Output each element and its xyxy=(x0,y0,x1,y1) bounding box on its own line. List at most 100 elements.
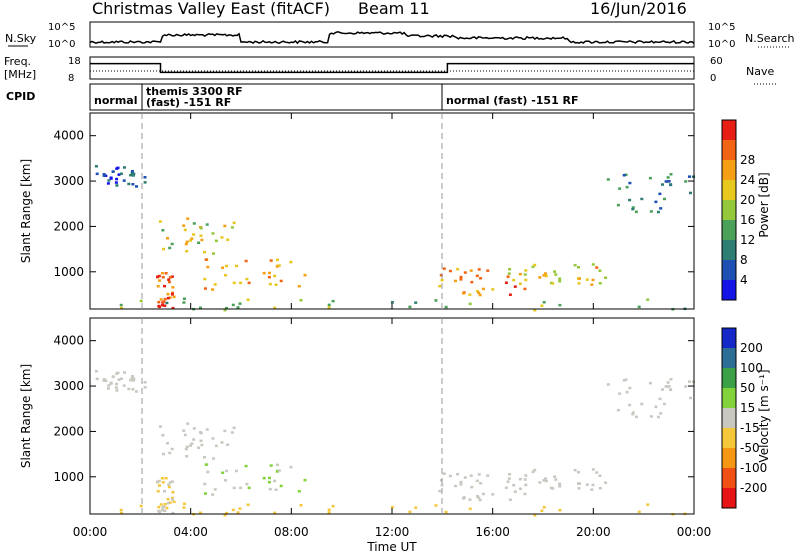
scatter-cell xyxy=(213,488,217,491)
colorbar-tick: -50 xyxy=(740,441,760,455)
scatter-cell xyxy=(182,297,186,300)
scatter-cell xyxy=(468,498,472,501)
scatter-cell xyxy=(230,431,234,434)
scatter-cell xyxy=(143,381,147,384)
scatter-cell xyxy=(129,173,133,177)
scatter-cell xyxy=(659,207,663,210)
scatter-cell xyxy=(123,371,126,374)
scatter-cell xyxy=(478,293,482,297)
scatter-cell xyxy=(507,272,511,275)
colorbar-swatch xyxy=(722,220,736,240)
scatter-cell xyxy=(247,281,251,285)
scatter-cell xyxy=(199,234,203,237)
scatter-cell xyxy=(631,207,635,211)
scatter-cell xyxy=(131,183,135,186)
scatter-cell xyxy=(130,172,134,175)
scatter-cell xyxy=(439,479,443,482)
scatter-cell xyxy=(595,266,599,269)
scatter-cell xyxy=(115,177,119,181)
colorbar-swatch xyxy=(722,160,736,180)
x-tick-label: 04:00 xyxy=(173,525,208,539)
scatter-cell xyxy=(162,505,166,508)
scatter-cell xyxy=(203,277,207,281)
scatter-cell xyxy=(491,288,495,291)
scatter-cell xyxy=(327,511,331,514)
colorbar-tick: 15 xyxy=(740,401,755,415)
scatter-cell xyxy=(463,476,467,479)
scatter-cell xyxy=(648,381,652,385)
freq-label-line1: Freq. xyxy=(4,55,31,68)
scatter-cell xyxy=(513,490,517,493)
scatter-cell xyxy=(504,486,508,489)
scatter-cell xyxy=(205,428,209,431)
scatter-cell xyxy=(119,377,123,380)
scatter-cell xyxy=(135,390,138,393)
scatter-cell xyxy=(156,285,160,288)
scatter-cell xyxy=(161,229,165,232)
scatter-cell xyxy=(244,259,248,263)
scatter-cell xyxy=(143,181,147,184)
scatter-cell xyxy=(172,500,176,504)
colorbar-swatch xyxy=(722,448,736,468)
scatter-cell xyxy=(246,503,250,506)
colorbar-swatch xyxy=(722,428,736,448)
scatter-cell xyxy=(463,271,467,274)
scatter-cell xyxy=(163,502,167,506)
scatter-cell xyxy=(221,471,225,474)
scatter-cell xyxy=(95,172,99,176)
noise-search-label: N.Search xyxy=(745,32,795,45)
scatter-cell xyxy=(161,481,165,484)
scatter-cell xyxy=(273,274,277,278)
scatter-cell xyxy=(656,210,660,214)
scatter-cell xyxy=(171,511,175,515)
scatter-cell xyxy=(524,483,528,487)
scatter-cell xyxy=(533,309,537,312)
colorbar-swatch xyxy=(722,140,736,160)
scatter-cell xyxy=(523,492,527,496)
scatter-cell xyxy=(139,504,143,508)
scatter-cell xyxy=(618,392,622,395)
scatter-cell xyxy=(622,379,626,382)
scatter-cell xyxy=(170,447,174,451)
scatter-cell xyxy=(114,386,118,389)
scatter-cell xyxy=(448,269,452,273)
colorbar-tick: 28 xyxy=(740,153,755,167)
scatter-cell xyxy=(115,389,119,392)
scatter-cell xyxy=(268,487,272,491)
scatter-cell xyxy=(606,178,610,181)
colorbar-swatch xyxy=(722,240,736,260)
scatter-cell xyxy=(459,275,463,279)
scatter-cell xyxy=(631,206,635,209)
scatter-cell xyxy=(604,276,608,279)
scatter-cell xyxy=(117,173,121,176)
scatter-cell xyxy=(577,266,580,269)
scatter-cell xyxy=(518,487,522,490)
scatter-cell xyxy=(192,427,196,430)
scatter-cell xyxy=(654,200,658,204)
scatter-cell xyxy=(156,490,160,493)
scatter-cell xyxy=(658,192,662,196)
scatter-cell xyxy=(327,306,331,309)
scatter-cell xyxy=(666,176,670,179)
scatter-cell xyxy=(524,474,528,477)
colorbar-swatch xyxy=(722,328,736,348)
scatter-cell xyxy=(235,264,238,268)
scatter-cell xyxy=(544,272,547,275)
colorbar-tick: 50 xyxy=(740,381,755,395)
colorbar-swatch xyxy=(722,260,736,280)
scatter-cell xyxy=(203,456,206,459)
scatter-cell xyxy=(171,306,175,310)
freq-tick-left-high: 18 xyxy=(68,56,81,67)
scatter-cell xyxy=(170,498,174,501)
scatter-cell xyxy=(122,179,126,182)
scatter-cell xyxy=(139,299,143,303)
scatter-cell xyxy=(232,221,236,225)
scatter-cell xyxy=(628,386,632,390)
scatter-cell xyxy=(119,303,123,307)
scatter-cell xyxy=(506,480,510,483)
scatter-cell xyxy=(666,381,670,384)
scatter-cell xyxy=(182,506,186,509)
scatter-cell xyxy=(102,379,106,382)
scatter-cell xyxy=(159,503,163,506)
scatter-cell xyxy=(166,497,170,501)
